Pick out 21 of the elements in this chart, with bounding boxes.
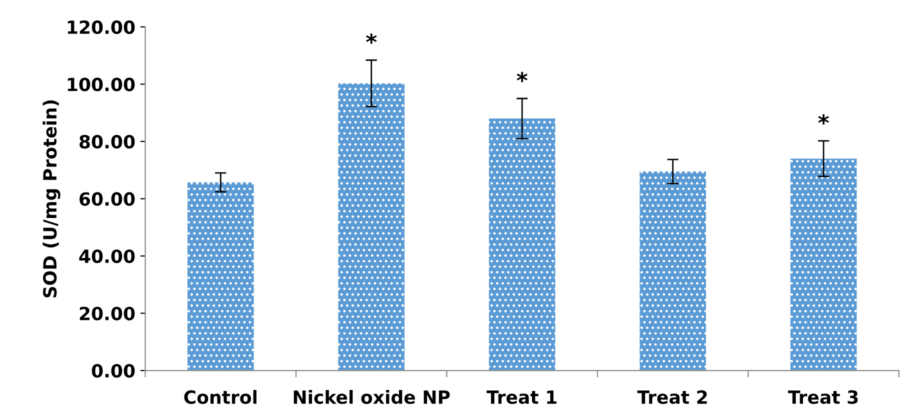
bar xyxy=(338,83,405,371)
x-tick-label: Nickel oxide NP xyxy=(294,390,450,404)
x-tick-label: Control xyxy=(184,390,256,404)
x-tick-label: Treat 1 xyxy=(486,390,556,404)
y-axis-title: SOD (U/mg Protein) xyxy=(42,100,60,298)
x-tick-label: Treat 3 xyxy=(788,390,858,404)
annotation: * xyxy=(818,114,829,125)
bar xyxy=(640,172,706,371)
y-tick-label: 120.00 xyxy=(68,20,135,34)
annotation: * xyxy=(366,33,377,44)
bar xyxy=(790,158,857,371)
y-tick-label: 40.00 xyxy=(79,249,135,264)
y-tick-label: 100.00 xyxy=(68,78,135,92)
bar xyxy=(187,182,254,371)
y-tick-label: 60.00 xyxy=(80,192,135,206)
bar xyxy=(488,118,556,371)
y-tick-label: 20.00 xyxy=(80,306,135,320)
x-tick-label: Treat 2 xyxy=(637,390,707,404)
y-tick-label: 0.00 xyxy=(92,364,135,378)
annotation: * xyxy=(516,72,528,82)
y-tick-label: 80.00 xyxy=(80,134,135,149)
